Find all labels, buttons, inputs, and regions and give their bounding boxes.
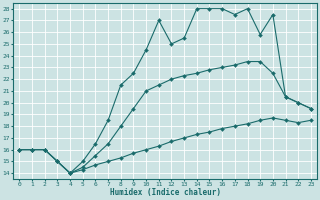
X-axis label: Humidex (Indice chaleur): Humidex (Indice chaleur) [110,188,220,197]
